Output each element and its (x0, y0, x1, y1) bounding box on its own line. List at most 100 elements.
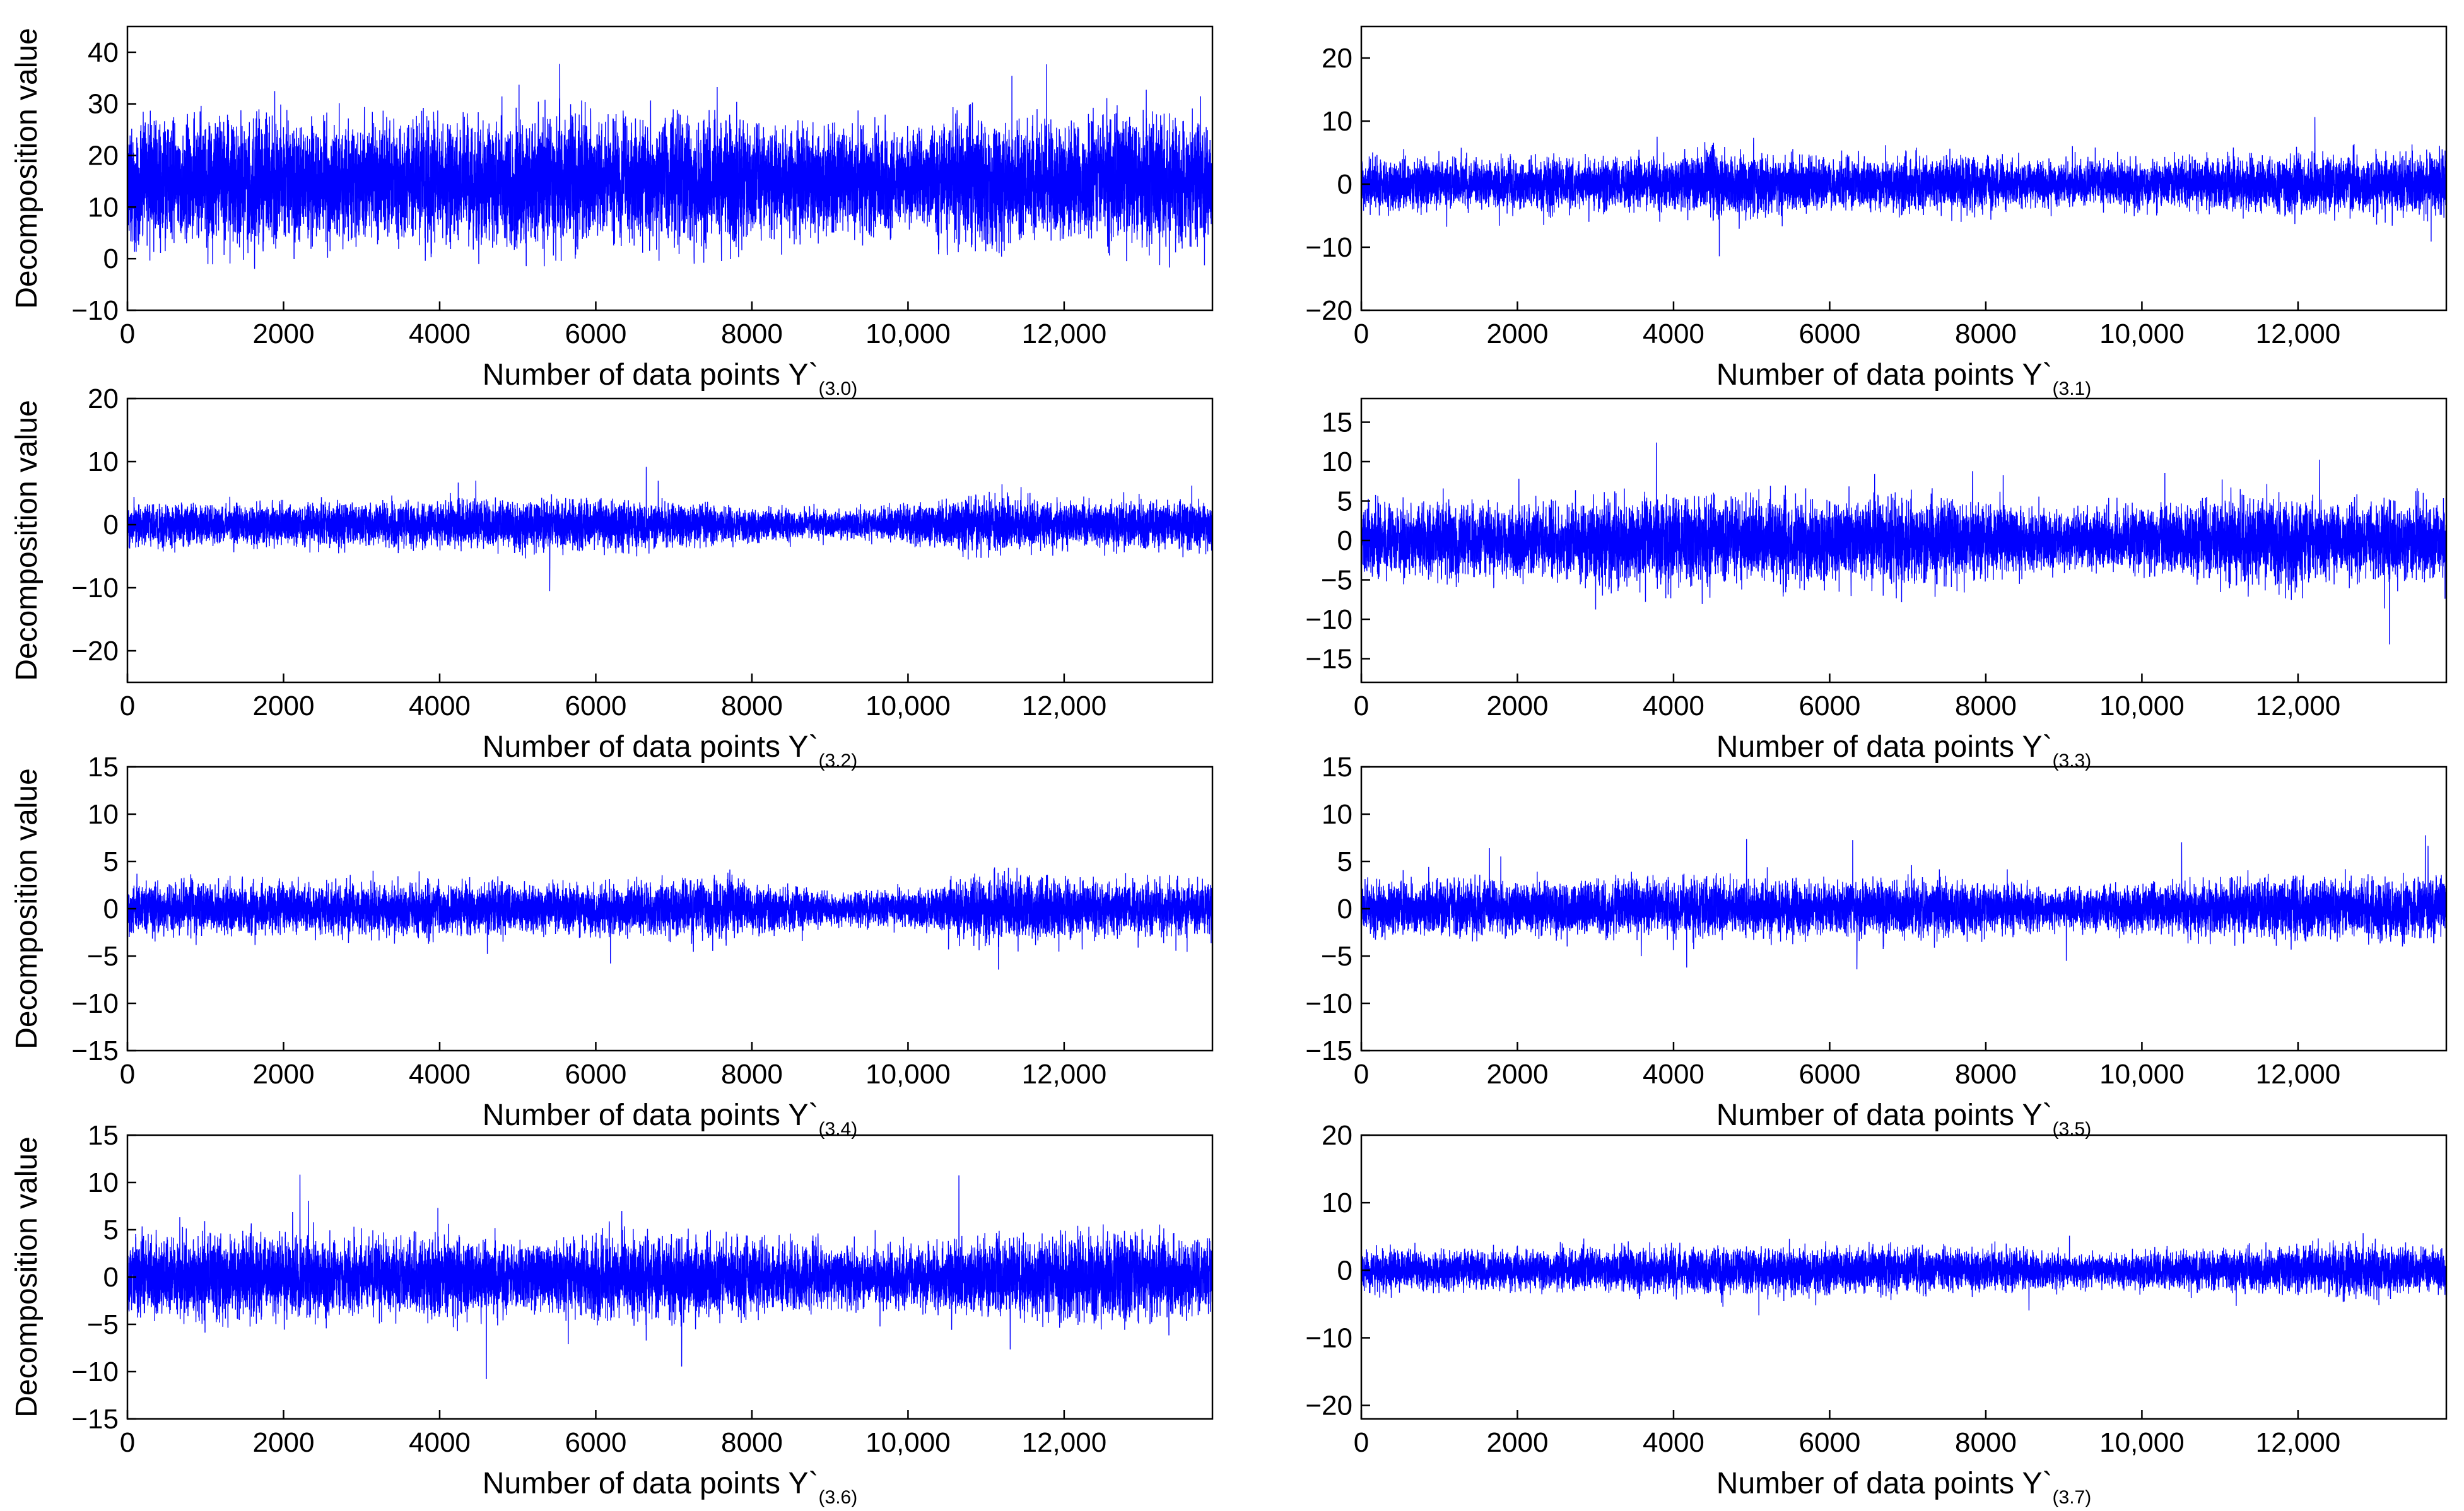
y-axis-title: Decomposition value (10, 400, 44, 681)
x-tick-label: 6000 (1799, 1059, 1861, 1090)
y-tick-label: −5 (1321, 565, 1352, 596)
x-tick-label: 4000 (409, 1059, 471, 1090)
y-tick-label: −10 (71, 573, 119, 604)
x-axis-title: Number of data points Y`(3.5) (1716, 1099, 2091, 1140)
x-tick-label: 0 (1354, 1059, 1369, 1090)
panel-p37: 0 2000 4000 6000 8000 10,000 12,000 −20 −10 0 10 20… (1305, 1120, 2448, 1508)
x-tick-label: 8000 (721, 318, 783, 349)
y-tick-label: 0 (103, 1262, 119, 1293)
x-tick-label: 0 (120, 1059, 135, 1090)
x-tick-label: 2000 (1487, 691, 1549, 721)
x-tick-label: 4000 (1643, 691, 1704, 721)
x-axis-title: Number of data points Y`(3.2) (483, 730, 857, 771)
panel-p31: 0 2000 4000 6000 8000 10,000 12,000 −20 −10 0 10 20… (1305, 25, 2448, 399)
x-tick-label: 6000 (565, 691, 627, 721)
y-tick-label: 20 (1322, 43, 1352, 74)
y-tick-label: 15 (1322, 407, 1352, 438)
series-line (127, 64, 1212, 269)
x-axis-title-text: Number of data points Y` (1716, 358, 2053, 392)
y-tick-label: −10 (1305, 988, 1352, 1019)
x-tick-label: 2000 (1487, 1427, 1549, 1458)
y-tick-label: −10 (1305, 604, 1352, 635)
x-tick-label: 2000 (253, 318, 315, 349)
x-tick-label: 2000 (253, 1427, 315, 1458)
x-axis-title-text: Number of data points Y` (1716, 730, 2053, 764)
panel-p30: 0 2000 4000 6000 8000 10,000 12,000−1001020304… (10, 25, 1214, 399)
x-tick-label: 2000 (253, 691, 315, 721)
x-tick-label: 4000 (1643, 318, 1704, 349)
y-tick-label: −15 (71, 1404, 119, 1435)
x-tick-label: 0 (1354, 691, 1369, 721)
y-tick-label: 5 (103, 846, 119, 877)
x-tick-label: 10,000 (2099, 691, 2185, 721)
x-tick-label: 10,000 (865, 1059, 951, 1090)
y-tick-label: 10 (88, 799, 119, 830)
y-tick-label: −20 (1305, 1391, 1352, 1421)
x-tick-label: 10,000 (865, 318, 951, 349)
x-tick-label: 12,000 (2256, 318, 2341, 349)
y-tick-label: 30 (88, 89, 119, 120)
y-tick-label: 5 (103, 1215, 119, 1246)
y-tick-label: 0 (1337, 169, 1352, 200)
x-tick-label: 8000 (1955, 691, 2017, 721)
x-axis-title: Number of data points Y`(3.7) (1716, 1467, 2091, 1508)
x-tick-label: 4000 (409, 1427, 471, 1458)
y-tick-label: 10 (88, 446, 119, 477)
series-line (127, 467, 1212, 592)
y-tick-label: 0 (1337, 894, 1352, 925)
x-axis-title: Number of data points Y`(3.3) (1716, 730, 2091, 771)
x-axis-title-subscript: (3.0) (819, 378, 858, 399)
series-line (1361, 117, 2446, 257)
y-tick-label: −5 (87, 941, 119, 972)
x-axis-title-subscript: (3.7) (2053, 1487, 2092, 1508)
y-axis-title: Decomposition value (10, 768, 44, 1049)
y-tick-label: −15 (1305, 1036, 1352, 1066)
y-tick-label: −10 (1305, 232, 1352, 263)
x-tick-label: 2000 (253, 1059, 315, 1090)
x-tick-label: 2000 (1487, 318, 1549, 349)
x-tick-label: 0 (1354, 318, 1369, 349)
y-tick-label: 10 (88, 192, 119, 223)
x-tick-label: 12,000 (2256, 1427, 2341, 1458)
panel-p32: 0 2000 4000 6000 8000 10,000 12,000 −20 −10 0 10 20… (10, 383, 1214, 771)
y-tick-label: −10 (71, 295, 119, 326)
x-axis-title-subscript: (3.5) (2053, 1119, 2092, 1140)
x-axis-title-text: Number of data points Y` (483, 1467, 819, 1500)
y-tick-label: −10 (71, 1356, 119, 1387)
y-tick-label: −5 (1321, 941, 1352, 972)
x-tick-label: 6000 (565, 1427, 627, 1458)
panel-p35: 0 2000 4000 6000 8000 10,000 12,000 −15 −10 −5 0 5 1… (1305, 752, 2448, 1140)
x-tick-label: 10,000 (2099, 318, 2185, 349)
x-tick-label: 4000 (1643, 1059, 1704, 1090)
x-tick-label: 12,000 (1022, 1427, 1107, 1458)
x-axis-title-subscript: (3.4) (819, 1119, 858, 1140)
x-tick-label: 8000 (721, 691, 783, 721)
panel-p34: 0 2000 4000 6000 8000 10,000 12,000 −15 −10 −5 0 5 1… (10, 752, 1214, 1140)
y-tick-label: 10 (1322, 106, 1352, 137)
x-tick-label: 4000 (409, 318, 471, 349)
x-axis-title-text: Number of data points Y` (1716, 1467, 2053, 1500)
x-tick-label: 4000 (1643, 1427, 1704, 1458)
x-tick-label: 6000 (1799, 691, 1861, 721)
y-tick-label: 0 (103, 894, 119, 925)
y-tick-label: 10 (1322, 799, 1352, 830)
x-tick-label: 10,000 (865, 1427, 951, 1458)
x-tick-label: 12,000 (1022, 1059, 1107, 1090)
x-tick-label: 10,000 (2099, 1059, 2185, 1090)
y-tick-label: 5 (1337, 486, 1352, 517)
x-axis-title-subscript: (3.6) (819, 1487, 858, 1508)
x-axis-title: Number of data points Y`(3.0) (483, 358, 857, 399)
series-line (1361, 1233, 2446, 1316)
x-axis-title: Number of data points Y`(3.1) (1716, 358, 2091, 399)
y-tick-label: 0 (103, 510, 119, 540)
y-tick-label: 15 (88, 1120, 119, 1151)
y-tick-label: 10 (88, 1167, 119, 1198)
x-axis-title-text: Number of data points Y` (483, 730, 819, 764)
series-line (1361, 835, 2446, 970)
series-line (127, 1174, 1212, 1379)
x-axis-title-text: Number of data points Y` (483, 1099, 819, 1132)
y-tick-label: 0 (1337, 1255, 1352, 1286)
y-axis-title: Decomposition value (10, 28, 44, 309)
x-tick-label: 4000 (409, 691, 471, 721)
